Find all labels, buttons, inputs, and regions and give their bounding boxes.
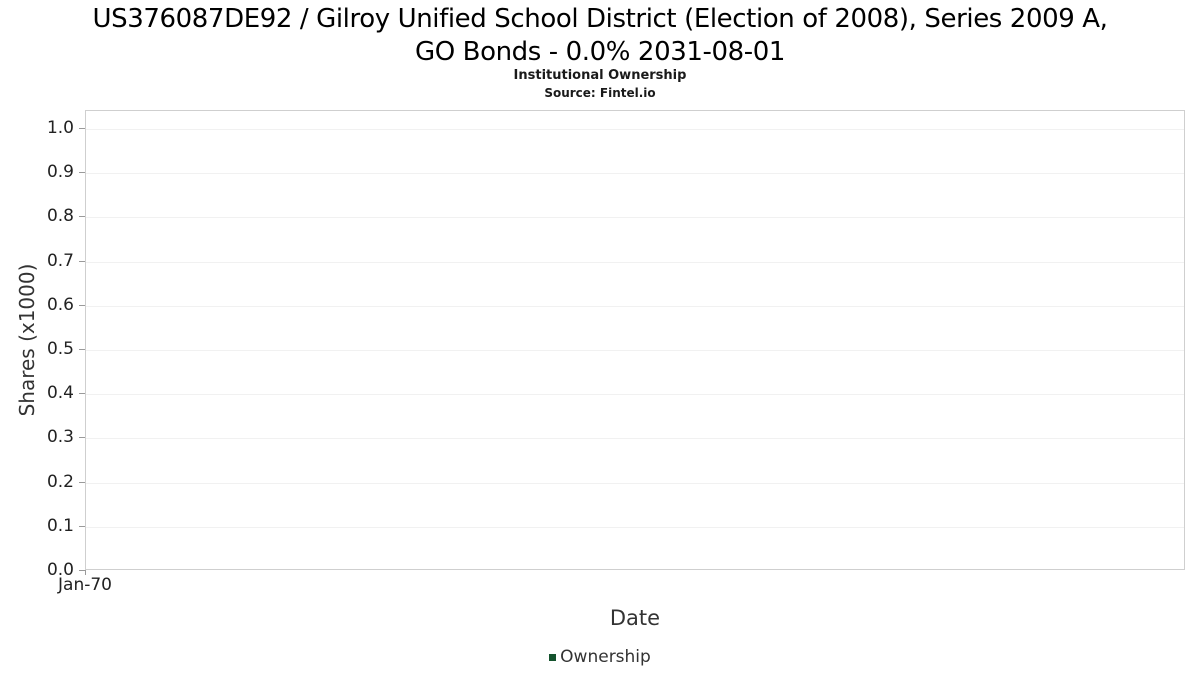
- y-axis-tick-mark: [79, 216, 85, 218]
- plot-area: [85, 110, 1185, 570]
- chart-subtitle: Institutional Ownership: [513, 68, 687, 83]
- legend-label-ownership: Ownership: [560, 647, 651, 667]
- y-gridline: [86, 394, 1184, 396]
- y-axis-tick-label: 0.8: [46, 206, 74, 227]
- y-axis-tick-mark: [79, 304, 85, 306]
- y-gridline: [86, 305, 1184, 307]
- y-axis-tick-mark: [79, 393, 85, 395]
- y-axis-tick-label: 0.4: [46, 383, 74, 404]
- chart-title: US376087DE92 / Gilroy Unified School Dis…: [0, 3, 1200, 69]
- y-gridline: [86, 129, 1184, 130]
- y-axis-tick-label: 1.0: [46, 118, 74, 138]
- y-axis-tick-label: 0.6: [46, 294, 74, 315]
- y-axis-tick-mark: [79, 172, 85, 174]
- y-axis-tick-label: 0.5: [46, 339, 74, 359]
- y-gridline: [86, 350, 1184, 351]
- y-axis-tick-mark: [79, 570, 85, 571]
- y-axis-tick-mark: [79, 437, 85, 439]
- y-gridline: [86, 261, 1184, 263]
- y-axis-tick-label: 0.0: [46, 560, 74, 580]
- y-gridline: [86, 438, 1184, 440]
- y-gridline: [86, 482, 1184, 484]
- chart-title-line-2: GO Bonds - 0.0% 2031-08-01: [414, 37, 786, 67]
- y-gridline: [86, 217, 1184, 219]
- y-axis-tick-mark: [79, 525, 85, 527]
- x-axis-label: Date: [609, 606, 661, 630]
- y-axis-tick-label: 0.9: [46, 162, 74, 183]
- y-axis-tick-mark: [79, 349, 85, 350]
- x-axis-tick-mark: [85, 570, 86, 575]
- x-axis-tick-label: Jan-70: [58, 575, 112, 595]
- chart-title-line-1: US376087DE92 / Gilroy Unified School Dis…: [92, 4, 1108, 34]
- y-axis-tick-label: 0.3: [46, 427, 74, 448]
- legend[interactable]: Ownership: [0, 647, 1200, 667]
- y-axis-tick-label: 0.7: [46, 250, 74, 271]
- chart-source-caption: Source: Fintel.io: [544, 86, 656, 100]
- y-gridline: [86, 173, 1184, 175]
- y-axis-tick-mark: [79, 481, 85, 483]
- legend-marker-ownership: [549, 653, 557, 661]
- y-axis-tick-mark: [79, 128, 85, 129]
- y-axis-tick-mark: [79, 260, 85, 262]
- y-axis-tick-label: 0.1: [46, 515, 74, 536]
- y-axis-tick-label: 0.2: [46, 471, 74, 492]
- y-gridline: [86, 526, 1184, 528]
